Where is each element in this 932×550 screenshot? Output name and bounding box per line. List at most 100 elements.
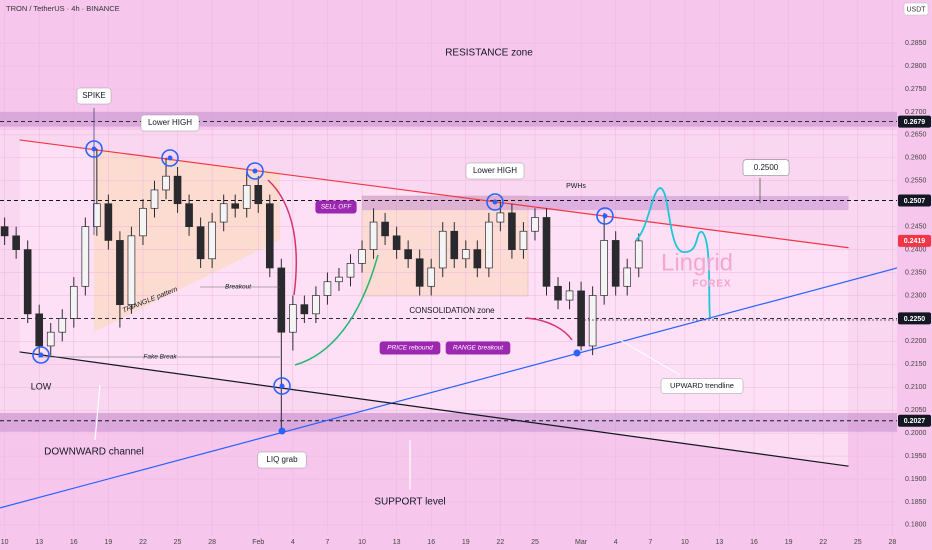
candle-body [369, 221, 378, 250]
candle-body [415, 258, 424, 287]
x-tick-label: 10 [1, 539, 9, 546]
x-tick-label: 22 [819, 539, 827, 546]
swing-marker [161, 149, 179, 167]
y-tick-label: 0.2350 [905, 269, 927, 276]
callout-label: 0.2500 [754, 163, 779, 172]
candle-body [473, 249, 482, 269]
candle-body [588, 295, 597, 347]
zone [0, 111, 897, 127]
candle-body [335, 276, 343, 283]
annotation: Lower HIGH [148, 118, 192, 127]
candle-body [542, 217, 551, 287]
swing-marker [85, 140, 103, 158]
annotation: LIQ grab [266, 455, 298, 464]
annotation: CONSOLIDATION zone [409, 306, 495, 315]
x-tick-label: 10 [681, 539, 689, 546]
candle-body [219, 203, 228, 223]
candle-body [461, 249, 470, 260]
annotation: PWHs [566, 183, 586, 190]
upward-leader [619, 339, 681, 376]
swing-dot [38, 352, 44, 358]
price-badge-label: 0.2679 [904, 119, 926, 126]
swing-marker [486, 193, 504, 211]
x-tick-label: 16 [427, 539, 435, 546]
candle-body [611, 240, 620, 287]
candle-body [634, 240, 643, 269]
swing-marker [246, 162, 264, 180]
candle-body [208, 221, 216, 260]
candle-body [623, 267, 632, 287]
y-tick-label: 0.2000 [905, 430, 927, 437]
candle-body [277, 267, 286, 333]
triangle-area [94, 150, 280, 332]
y-tick-label: 0.2800 [905, 63, 927, 70]
trendline [19, 351, 849, 467]
annotation-box [315, 200, 357, 214]
y-tick-label: 0.2650 [905, 132, 927, 139]
candle-body [0, 226, 9, 237]
candle-body [450, 230, 459, 260]
candle-body [438, 230, 447, 269]
annotation: SPIKE [82, 91, 106, 100]
y-tick-label: 0.2400 [905, 246, 927, 253]
candle-body [173, 175, 182, 205]
candle-body [565, 290, 574, 301]
candle-body [323, 281, 332, 296]
price-badge [898, 234, 931, 247]
y-tick-label: 0.1800 [905, 522, 927, 529]
swing-dot [91, 146, 97, 152]
x-tick-label: 25 [531, 539, 539, 546]
swing-marker [273, 377, 291, 395]
candle-body [554, 285, 562, 301]
x-tick-label: 4 [291, 539, 295, 546]
x-tick-label: 4 [614, 539, 618, 546]
swing-dot [167, 155, 173, 161]
x-tick-label: 22 [139, 539, 147, 546]
y-tick-label: 0.2750 [905, 86, 927, 93]
price-badge [898, 312, 931, 325]
rebound-arrow [294, 254, 379, 366]
candle-body [231, 203, 240, 209]
annotation: DOWNWARD channel [44, 447, 144, 458]
selloff-arrow [267, 179, 298, 296]
breakout-arrow [525, 317, 573, 341]
x-tick-label: 13 [35, 539, 43, 546]
y-tick-label: 0.2700 [905, 109, 927, 116]
y-tick-label: 0.1850 [905, 499, 927, 506]
candle-body [139, 207, 147, 237]
x-tick-label: 13 [716, 539, 724, 546]
candle-body [150, 189, 159, 209]
candle-body [427, 267, 436, 287]
candle-body [185, 203, 193, 228]
x-tick-label: 19 [462, 539, 470, 546]
annotation-box [76, 87, 112, 105]
liq-dot [278, 427, 286, 435]
zone [0, 412, 897, 432]
annotation-box [257, 451, 307, 469]
candle-body [58, 318, 67, 333]
annotation: RANGE breakout [453, 345, 504, 352]
candle-body [242, 185, 251, 209]
candle-body [600, 240, 608, 296]
x-tick-label: 7 [648, 539, 652, 546]
candle-body [162, 175, 170, 191]
chart-header: TRON / TetherUS · 4h · BINANCE [6, 4, 120, 13]
candles [0, 148, 643, 429]
annotation-box [445, 341, 511, 355]
trendline [19, 139, 849, 249]
price-badge-label: 0.2027 [904, 418, 926, 425]
zone [362, 195, 849, 211]
y-tick-label: 0.2150 [905, 361, 927, 368]
x-tick-label: 28 [888, 539, 896, 546]
y-tick-label: 0.2450 [905, 224, 927, 231]
swing-dot [602, 213, 608, 219]
annotation: RESISTANCE zone [445, 48, 533, 59]
currency: USDT [906, 6, 926, 13]
candle-body [358, 249, 366, 264]
low-dot [573, 349, 581, 357]
candle-body [289, 304, 297, 333]
candle-body [93, 203, 101, 228]
candle-body [519, 230, 528, 250]
